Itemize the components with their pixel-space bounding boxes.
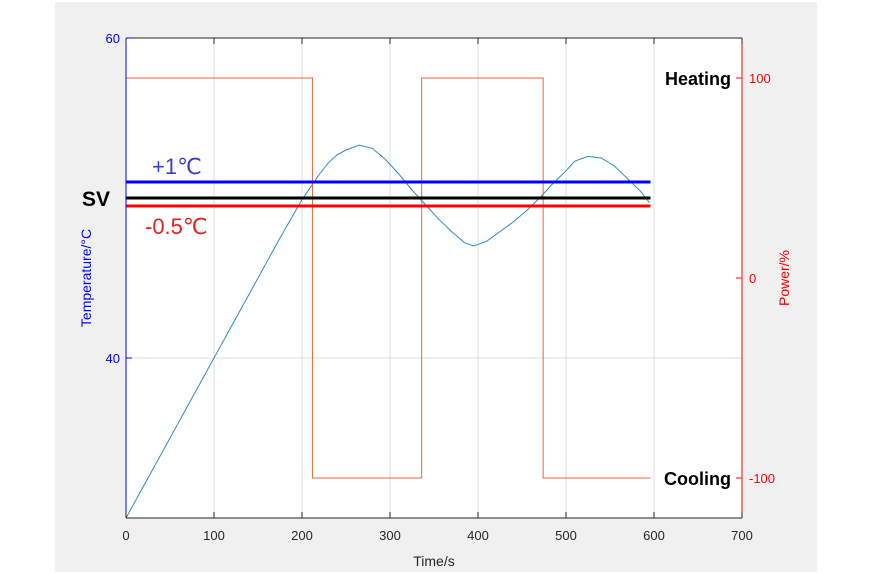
- series-layer: [125, 77, 651, 519]
- x-axis-title: Time/s: [413, 553, 454, 569]
- setpoint-label: SV: [82, 188, 110, 211]
- x-tick-label: 300: [379, 528, 401, 543]
- lower-band-label: -0.5℃: [145, 214, 208, 239]
- x-tick-label: 0: [122, 528, 129, 543]
- right-y-tick-label: 100: [749, 71, 771, 86]
- right-y-tick-label: -100: [749, 471, 775, 486]
- axes: 0 100 200 300 400 500 600 700 40 60 -100 0 100: [106, 31, 776, 543]
- x-tick-label: 500: [555, 528, 577, 543]
- labels-layer: Time/s Temperature/°C Power/% +1℃ SV -0.5℃ Hea…: [78, 69, 792, 569]
- plot-area: [126, 38, 742, 518]
- grid: [126, 38, 742, 518]
- right-y-axis-title: Power/%: [776, 250, 792, 306]
- x-tick-label: 700: [731, 528, 753, 543]
- upper-band-label: +1℃: [152, 154, 202, 179]
- heating-annotation: Heating: [665, 69, 731, 89]
- left-y-axis-title: Temperature/°C: [78, 229, 94, 327]
- x-tick-label: 400: [467, 528, 489, 543]
- cooling-annotation: Cooling: [664, 469, 731, 489]
- x-tick-label: 100: [203, 528, 225, 543]
- power-series-line: [126, 77, 651, 479]
- left-y-tick-label: 40: [106, 351, 120, 366]
- x-tick-label: 600: [643, 528, 665, 543]
- x-tick-label: 200: [291, 528, 313, 543]
- left-y-tick-label: 60: [106, 31, 120, 46]
- right-y-tick-label: 0: [749, 271, 756, 286]
